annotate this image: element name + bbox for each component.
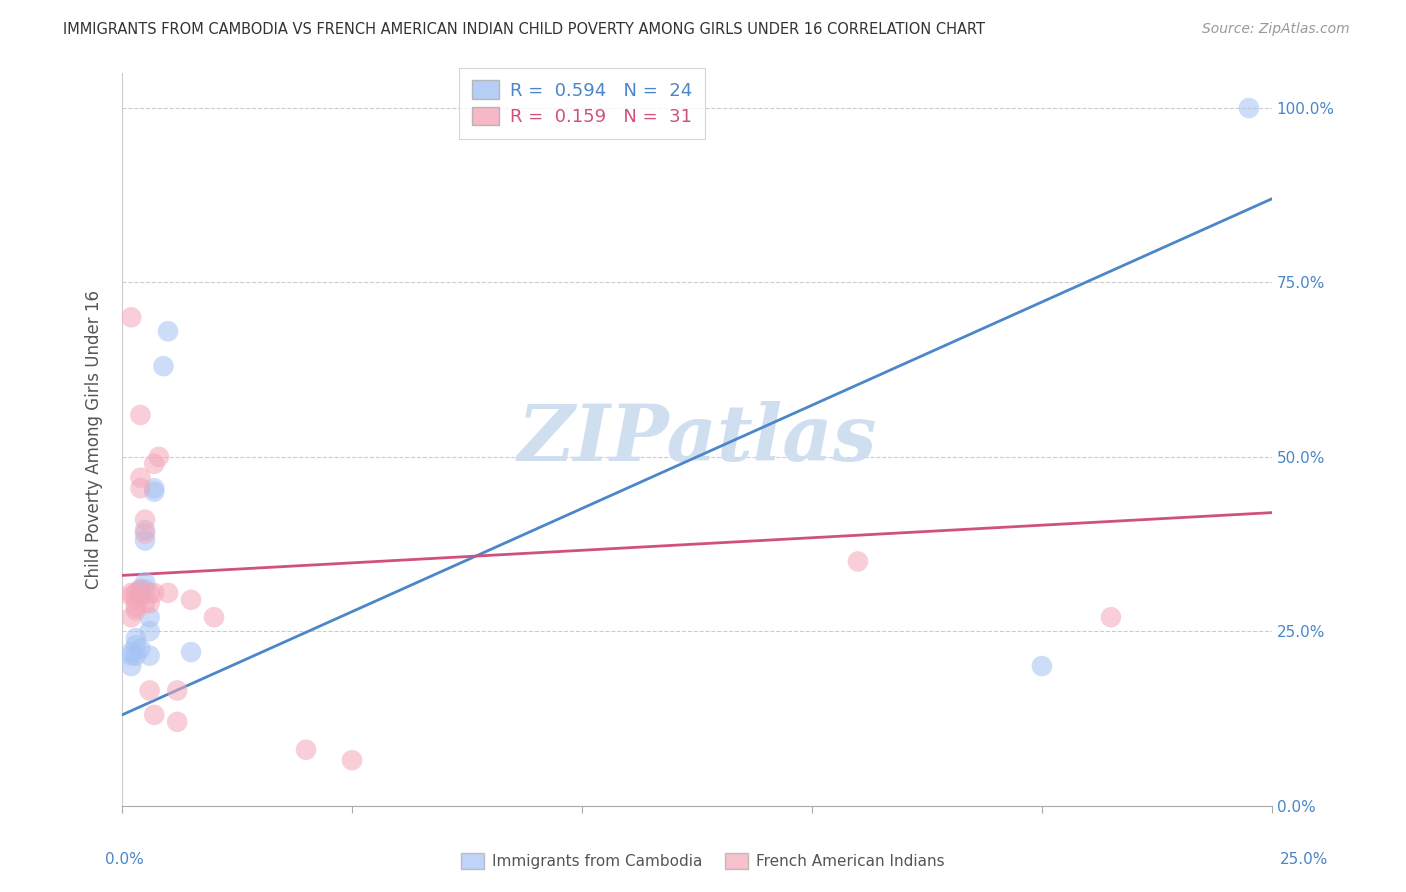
- Point: [125, 603, 148, 617]
- Legend: Immigrants from Cambodia, French American Indians: Immigrants from Cambodia, French America…: [456, 847, 950, 875]
- Point: [134, 575, 156, 590]
- Point: [120, 610, 142, 624]
- Point: [295, 743, 318, 757]
- Point: [1099, 610, 1122, 624]
- Point: [129, 590, 152, 604]
- Point: [138, 586, 160, 600]
- Point: [148, 450, 170, 464]
- Text: 25.0%: 25.0%: [1281, 852, 1329, 867]
- Text: Source: ZipAtlas.com: Source: ZipAtlas.com: [1202, 22, 1350, 37]
- Point: [120, 586, 142, 600]
- Point: [125, 586, 148, 600]
- Point: [138, 683, 160, 698]
- Point: [143, 457, 166, 471]
- Point: [125, 648, 148, 663]
- Point: [340, 753, 363, 767]
- Point: [138, 610, 160, 624]
- Point: [134, 523, 156, 537]
- Point: [1237, 101, 1260, 115]
- Point: [152, 359, 174, 373]
- Point: [143, 484, 166, 499]
- Point: [120, 645, 142, 659]
- Point: [129, 481, 152, 495]
- Point: [125, 638, 148, 652]
- Point: [202, 610, 225, 624]
- Point: [120, 310, 142, 325]
- Point: [129, 408, 152, 422]
- Point: [120, 648, 142, 663]
- Point: [134, 533, 156, 548]
- Point: [134, 513, 156, 527]
- Y-axis label: Child Poverty Among Girls Under 16: Child Poverty Among Girls Under 16: [86, 290, 103, 589]
- Point: [166, 714, 188, 729]
- Point: [129, 582, 152, 597]
- Point: [846, 554, 869, 568]
- Text: IMMIGRANTS FROM CAMBODIA VS FRENCH AMERICAN INDIAN CHILD POVERTY AMONG GIRLS UND: IMMIGRANTS FROM CAMBODIA VS FRENCH AMERI…: [63, 22, 986, 37]
- Point: [180, 645, 202, 659]
- Text: ZIPatlas: ZIPatlas: [517, 401, 877, 477]
- Point: [143, 481, 166, 495]
- Point: [157, 586, 180, 600]
- Point: [125, 592, 148, 607]
- Point: [129, 471, 152, 485]
- Point: [143, 707, 166, 722]
- Point: [138, 624, 160, 639]
- Point: [129, 641, 152, 656]
- Point: [143, 586, 166, 600]
- Legend: R =  0.594   N =  24, R =  0.159   N =  31: R = 0.594 N = 24, R = 0.159 N = 31: [460, 68, 704, 139]
- Point: [138, 596, 160, 610]
- Point: [134, 582, 156, 597]
- Point: [180, 592, 202, 607]
- Point: [1031, 659, 1053, 673]
- Point: [120, 659, 142, 673]
- Point: [166, 683, 188, 698]
- Point: [120, 590, 142, 604]
- Point: [134, 596, 156, 610]
- Point: [134, 526, 156, 541]
- Point: [129, 582, 152, 597]
- Point: [157, 324, 180, 338]
- Point: [129, 586, 152, 600]
- Point: [125, 599, 148, 614]
- Point: [138, 648, 160, 663]
- Text: 0.0%: 0.0%: [105, 852, 145, 867]
- Point: [125, 631, 148, 645]
